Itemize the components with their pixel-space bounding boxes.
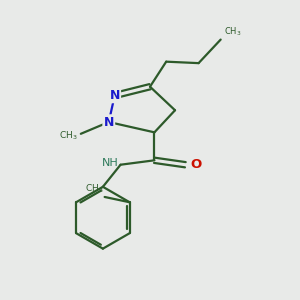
Text: CH$_3$: CH$_3$ — [85, 182, 103, 195]
Text: N: N — [103, 116, 114, 128]
Text: O: O — [190, 158, 202, 171]
Text: CH$_3$: CH$_3$ — [59, 129, 78, 142]
Text: N: N — [110, 89, 120, 102]
Text: CH$_3$: CH$_3$ — [224, 26, 241, 38]
Text: NH: NH — [101, 158, 118, 168]
